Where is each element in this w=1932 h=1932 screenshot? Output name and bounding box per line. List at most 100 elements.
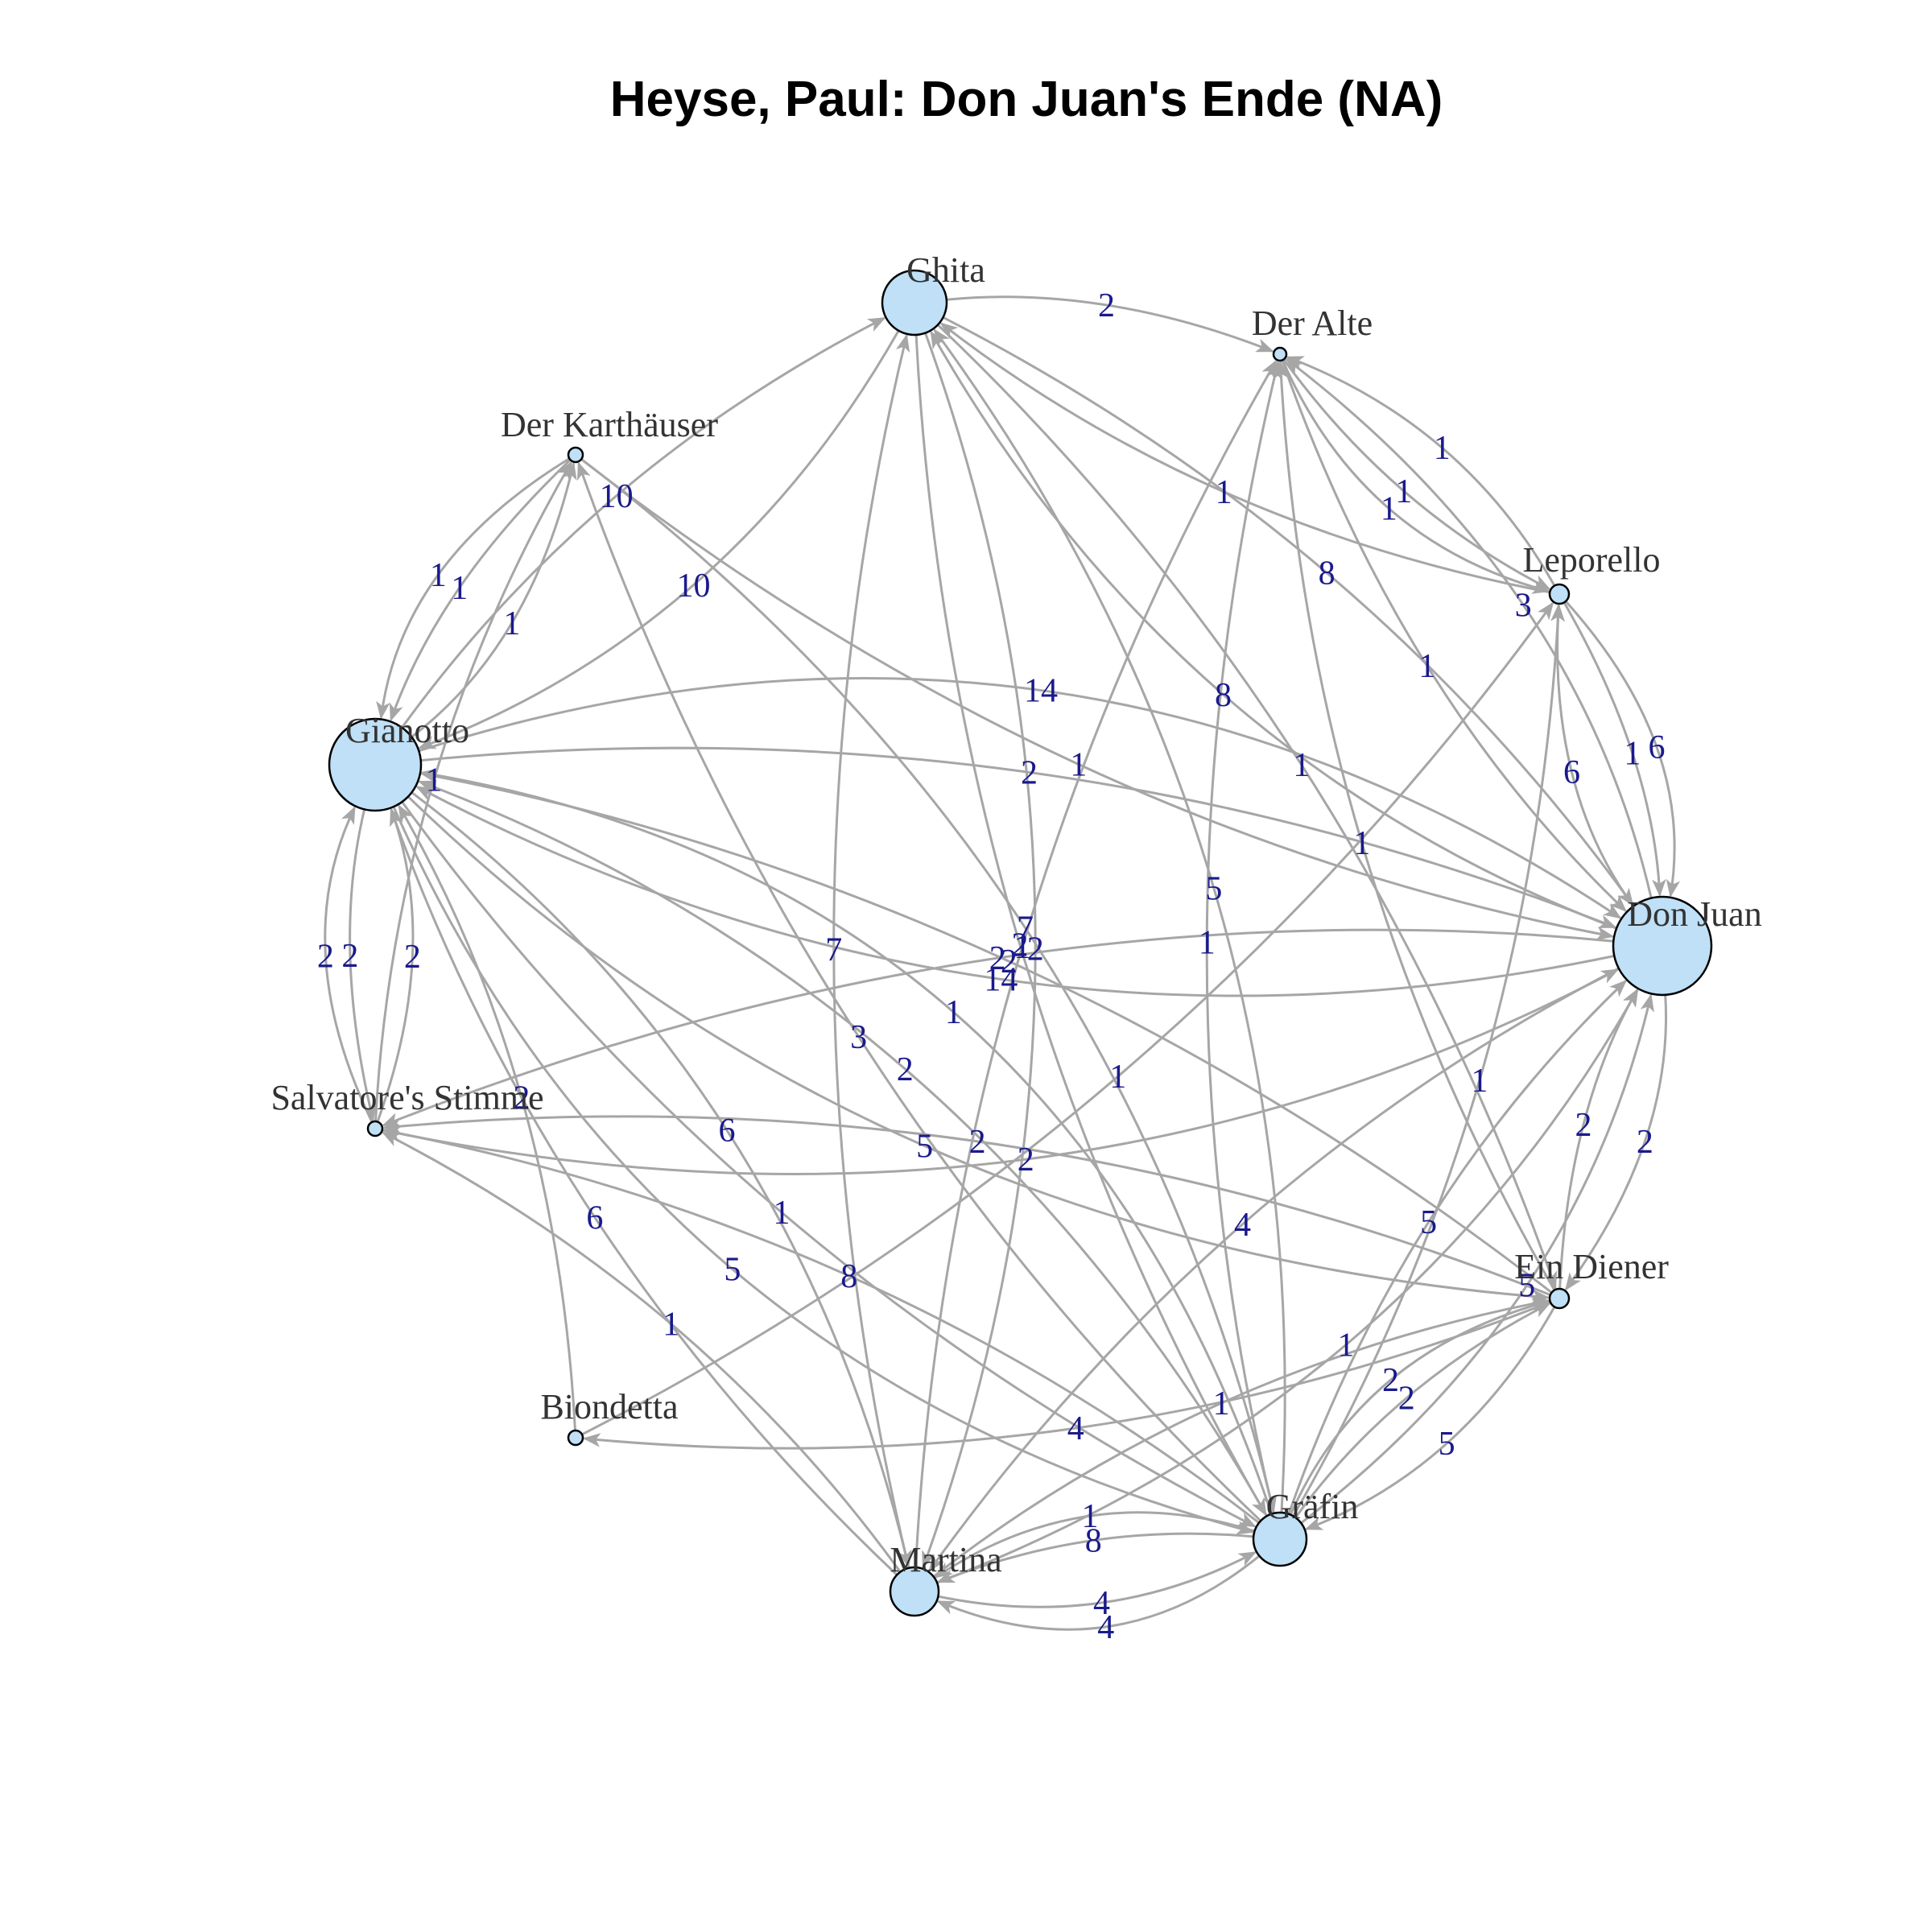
edge-ghita-to-grafin [914, 334, 1267, 1517]
edge-salvatores-stimme-to-don-juan [382, 968, 1620, 1175]
edge-grafin-to-martina [936, 1554, 1261, 1631]
edge-weight-label: 8 [840, 1258, 857, 1295]
edge-weight-label: 6 [719, 1113, 736, 1150]
edge-weight-label: 1 [1395, 473, 1412, 510]
node-label-salvatores-stimme: Salvatore's Stimme [270, 1078, 543, 1117]
edge-don-juan-to-ghita [930, 330, 1617, 930]
edge-weight-label: 8 [1319, 555, 1335, 592]
node-label-leporello: Leporello [1522, 540, 1660, 580]
edge-weight-label: 7 [1017, 910, 1034, 947]
edge-gianotto-to-grafin [392, 806, 1255, 1535]
nodes-layer [328, 269, 1713, 1617]
edge-ein-diener-to-salvatores-stimme [382, 1115, 1551, 1296]
edge-weight-label: 2 [1001, 943, 1018, 980]
node-label-don-juan: Don Juan [1627, 894, 1761, 934]
edge-weight-label: 5 [1420, 1204, 1437, 1241]
edge-weight-label: 2 [1027, 931, 1044, 968]
node-gianotto [328, 717, 423, 812]
node-label-der-alte: Der Alte [1252, 303, 1373, 343]
edge-grafin-to-ein-diener [1294, 1302, 1551, 1519]
edge-weight-label: 2 [969, 1124, 986, 1161]
edge-weight-label: 1 [1082, 1498, 1099, 1535]
node-grafin [1252, 1511, 1308, 1567]
edge-gianotto-to-don-juan [418, 677, 1622, 919]
edge-weight-label: 1 [1624, 736, 1641, 773]
edge-grafin-to-der-karthauser [577, 461, 1262, 1522]
chart-title: Heyse, Paul: Don Juan's Ende (NA) [609, 72, 1443, 127]
edge-der-karthauser-to-gianotto [376, 457, 571, 720]
edge-ghita-to-martina [922, 332, 1037, 1569]
node-martina [889, 1566, 940, 1617]
edge-weight-label: 4 [1067, 1410, 1084, 1447]
edge-grafin-to-ein-diener [1289, 1298, 1550, 1516]
edge-don-juan-to-ein-diener [1564, 994, 1667, 1291]
edge-ein-diener-to-don-juan [1558, 988, 1639, 1290]
edge-grafin-to-don-juan [1287, 979, 1628, 1515]
edge-weight-label: 1 [430, 557, 447, 594]
edge-weight-label: 1 [1471, 1063, 1488, 1100]
node-labels-layer: Ghita Der Alte Der Karthäuser Leporello Gian… [270, 250, 1761, 1579]
edge-martina-to-ein-diener [932, 1296, 1550, 1578]
edge-leporello-to-ghita [939, 322, 1550, 594]
edge-weight-label: 1 [1109, 1059, 1126, 1096]
edge-weight-label: 2 [1098, 287, 1115, 324]
node-ghita [881, 269, 948, 336]
edge-ein-diener-to-gianotto [419, 770, 1553, 1294]
edge-ein-diener-to-der-alte [1274, 360, 1556, 1291]
edge-weight-label: 6 [1563, 754, 1580, 791]
node-der-karthauser [567, 446, 584, 464]
edge-weight-label: 2 [317, 938, 334, 975]
edge-weight-label: 2 [341, 938, 358, 975]
edge-gianotto-to-grafin [401, 801, 1257, 1528]
edge-weight-label: 2 [989, 940, 1006, 977]
edge-martina-to-ghita [832, 333, 910, 1569]
edge-leporello-to-der-alte [1286, 356, 1556, 587]
edge-biondetta-to-leporello [581, 601, 1554, 1436]
edge-weight-label: 2 [1382, 1362, 1399, 1399]
node-label-grafin: Gräfin [1266, 1487, 1359, 1526]
edge-weight-label: 2 [1012, 927, 1029, 964]
edge-weight-label: 6 [1649, 729, 1666, 766]
edge-gianotto-to-ghita [401, 316, 886, 729]
edge-gianotto-to-martina [411, 791, 912, 1569]
edge-weight-label: 5 [1205, 870, 1222, 907]
edge-der-karthauser-to-don-juan [580, 458, 1615, 941]
edge-weight-label: 1 [1381, 491, 1397, 528]
edge-weight-label: 6 [586, 1199, 603, 1236]
node-label-der-karthauser: Der Karthäuser [501, 405, 718, 444]
edge-der-karthauser-to-gianotto [389, 459, 572, 722]
node-label-ein-diener: Ein Diener [1514, 1247, 1669, 1286]
edge-salvatores-stimme-to-gianotto [376, 807, 415, 1123]
edge-der-karthauser-to-grafin [580, 458, 1278, 1514]
edge-gianotto-to-salvatores-stimme [349, 809, 377, 1122]
node-don-juan [1612, 895, 1713, 997]
node-der-alte [1272, 346, 1288, 362]
edge-grafin-to-ghita [933, 328, 1286, 1513]
edge-grafin-to-gianotto [418, 780, 1269, 1517]
edge-grafin-to-salvatores-stimme [382, 1126, 1260, 1524]
edge-weight-label: 1 [451, 570, 468, 607]
edge-ghita-to-gianotto [418, 330, 900, 749]
edge-ein-diener-to-grafin [1304, 1306, 1556, 1530]
edge-weight-label: 1 [663, 1307, 679, 1344]
edge-weight-label: 4 [1097, 1609, 1114, 1646]
edge-weight-label: 14 [1024, 673, 1058, 710]
node-biondetta [567, 1429, 584, 1447]
edge-der-alte-to-leporello [1282, 358, 1551, 590]
edge-weight-label: 1 [1418, 648, 1435, 685]
edge-weight-label: 1 [945, 994, 962, 1031]
edge-weight-label: 5 [1439, 1426, 1455, 1463]
node-leporello [1548, 583, 1571, 605]
edge-martina-to-salvatores-stimme [381, 1131, 902, 1573]
edge-weight-label: 1 [1434, 430, 1451, 467]
edge-weight-label: 10 [677, 568, 711, 605]
edge-grafin-to-martina [936, 1532, 1254, 1583]
node-ein-diener [1548, 1287, 1571, 1310]
edge-weight-label: 1 [426, 762, 443, 799]
edge-weight-label: 14 [984, 961, 1018, 998]
edge-weight-label: 1 [1353, 825, 1370, 862]
edge-ghita-to-don-juan [942, 316, 1634, 906]
edge-ghita-to-der-alte [946, 295, 1274, 353]
edge-weight-label: 2 [1637, 1124, 1653, 1161]
